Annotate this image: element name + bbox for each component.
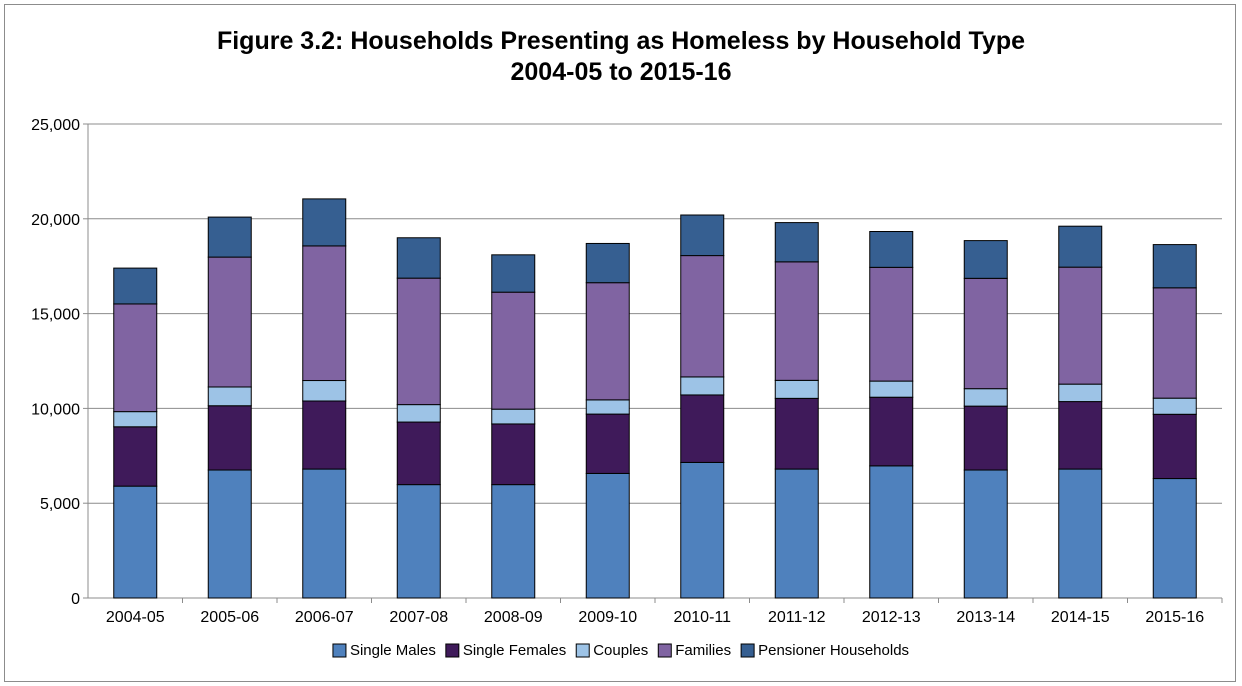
y-tick-label: 15,000 — [31, 307, 80, 324]
legend-swatch — [657, 643, 672, 658]
bar-segment — [113, 485, 158, 599]
bar-segment — [774, 468, 819, 599]
chart-title: Figure 3.2: Households Presenting as Hom… — [0, 26, 1242, 88]
x-tick-label: 2013-14 — [956, 609, 1015, 626]
bar-segment — [680, 394, 725, 463]
bar-segment — [680, 461, 725, 599]
x-tick-label: 2015-16 — [1145, 609, 1204, 626]
bar-segment — [1152, 244, 1197, 289]
bar-segment — [207, 469, 252, 599]
bar-segment — [113, 411, 158, 428]
bar-segment — [113, 426, 158, 487]
bar-segment — [302, 198, 347, 247]
legend-swatch — [445, 643, 460, 658]
bar-segment — [1058, 383, 1103, 403]
x-tick-label: 2007-08 — [389, 609, 448, 626]
bar-segment — [1058, 266, 1103, 385]
y-tick-label: 5,000 — [40, 496, 80, 513]
bar-segment — [302, 400, 347, 470]
bar-segment — [302, 468, 347, 599]
bar-segment — [869, 266, 914, 382]
bar-segment — [302, 245, 347, 382]
bar-segment — [113, 303, 158, 413]
y-tick-label: 25,000 — [31, 117, 80, 134]
x-tick-label: 2010-11 — [673, 609, 731, 626]
bar-segment — [774, 261, 819, 381]
bar-segment — [396, 237, 441, 279]
bar-segment — [963, 277, 1008, 390]
bar-segment — [207, 256, 252, 388]
bar-segment — [1152, 287, 1197, 399]
bar-segment — [396, 421, 441, 486]
bar-segment — [869, 231, 914, 268]
bar-segment — [774, 222, 819, 263]
bar-segment — [585, 472, 630, 599]
bar-segment — [396, 484, 441, 599]
bar-segment — [113, 267, 158, 305]
legend-label: Families — [675, 642, 731, 659]
x-tick-label: 2006-07 — [295, 609, 354, 626]
bar-segment — [869, 396, 914, 467]
bar-segment — [1152, 397, 1197, 415]
legend-label: Pensioner Households — [758, 642, 909, 659]
x-tick-label: 2009-10 — [578, 609, 637, 626]
x-tick-label: 2014-15 — [1051, 609, 1110, 626]
y-tick-label: 20,000 — [31, 212, 80, 229]
bar-segment — [207, 216, 252, 258]
bar-segment — [963, 469, 1008, 599]
bar-segment — [963, 240, 1008, 279]
bar-segment — [680, 255, 725, 378]
x-tick-label: 2008-09 — [484, 609, 543, 626]
x-tick-label: 2005-06 — [200, 609, 259, 626]
bar-segment — [207, 405, 252, 471]
bar-segment — [585, 242, 630, 284]
bar-segment — [1058, 401, 1103, 470]
bar-segment — [491, 423, 536, 486]
bar-segment — [207, 386, 252, 407]
bar-segment — [1058, 468, 1103, 599]
bar-segment — [680, 376, 725, 396]
bar-segment — [585, 282, 630, 401]
chart-title-line: Figure 3.2: Households Presenting as Hom… — [216, 27, 1026, 55]
bar-segment — [396, 277, 441, 406]
y-tick-label: 10,000 — [31, 401, 80, 418]
bar-segment — [680, 214, 725, 257]
y-tick-label: 0 — [71, 591, 80, 608]
bar-segment — [585, 413, 630, 474]
bar-segment — [869, 465, 914, 599]
bar-segment — [1152, 413, 1197, 480]
legend-label: Couples — [593, 642, 648, 659]
x-tick-label: 2004-05 — [106, 609, 165, 626]
bar-segment — [963, 405, 1008, 471]
bar-segment — [396, 404, 441, 423]
legend-swatch — [332, 643, 347, 658]
legend-label: Single Males — [350, 642, 436, 659]
bar-segment — [1058, 225, 1103, 268]
legend-label: Single Females — [463, 642, 566, 659]
x-tick-label: 2012-13 — [862, 609, 921, 626]
bar-segment — [869, 380, 914, 398]
bar-segment — [774, 379, 819, 399]
x-tick-label: 2011-12 — [768, 609, 826, 626]
bar-segment — [302, 380, 347, 402]
bar-segment — [491, 291, 536, 410]
bar-segment — [491, 484, 536, 599]
bar-segment — [963, 388, 1008, 407]
bar-segment — [1152, 478, 1197, 599]
legend-swatch — [575, 643, 590, 658]
bar-segment — [774, 397, 819, 470]
legend-swatch — [740, 643, 755, 658]
bar-segment — [585, 399, 630, 415]
bar-segment — [491, 408, 536, 425]
chart-subtitle-line: 2004-05 to 2015-16 — [510, 58, 732, 86]
bar-segment — [491, 254, 536, 293]
